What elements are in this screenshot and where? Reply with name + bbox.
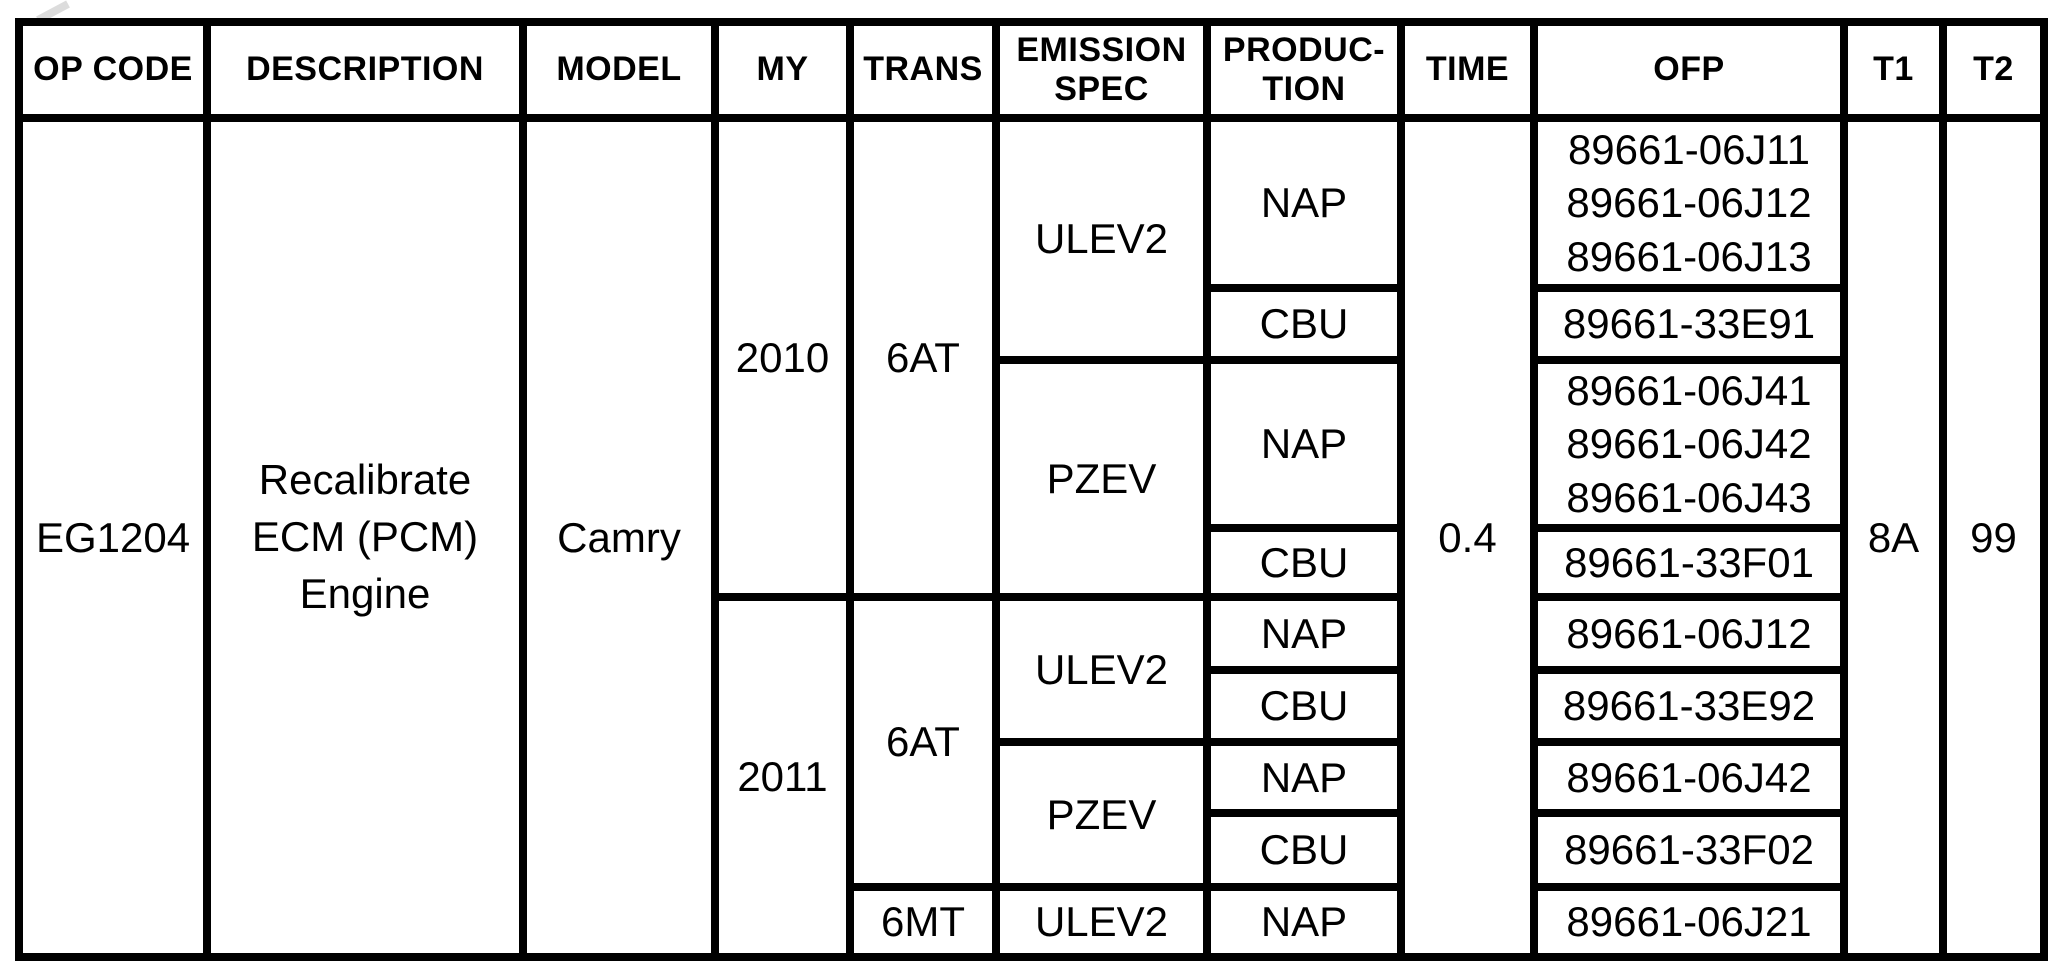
col-header-my: MY — [711, 18, 854, 122]
cell-ofp: 89661-33E92 — [1530, 665, 1848, 746]
table-row: CBU 89661-33E91 — [19, 284, 2044, 364]
col-header-production: PRODUC- TION — [1203, 18, 1405, 122]
cell-production: NAP — [1203, 114, 1405, 292]
header-row: OP CODE DESCRIPTION MODEL MY TRANS EMISS… — [15, 18, 2048, 122]
table-row: PZEV NAP 89661-06J41 89661-06J42 89661-0… — [19, 356, 2044, 601]
table-row: CBU 89661-33F01 — [19, 523, 2044, 601]
table-row: CBU 89661-33F02 — [19, 808, 2044, 891]
col-header-op-code: OP CODE — [15, 18, 211, 122]
cell-production: NAP — [1203, 356, 1405, 532]
table-row: EG1204 Recalibrate ECM (PCM) Engine Camr… — [15, 114, 2048, 961]
cell-time: 0.4 — [1397, 114, 1538, 961]
cell-ofp: 89661-06J11 89661-06J12 89661-06J13 — [1530, 114, 1848, 292]
col-header-t2: T2 — [1939, 18, 2048, 122]
cell-t2: 99 — [1939, 114, 2048, 961]
cell-production: CBU — [1203, 665, 1405, 746]
cell-trans-6mt-2011: 6MT — [846, 882, 1000, 961]
cell-production: NAP — [1203, 882, 1405, 961]
col-header-emission-spec: EMISSION SPEC — [992, 18, 1211, 122]
cell-ofp: 89661-33F02 — [1530, 808, 1848, 891]
cell-op-code: EG1204 — [15, 114, 211, 961]
cell-model: Camry — [519, 114, 719, 961]
cell-production: CBU — [1203, 808, 1405, 891]
cell-ofp: 89661-33E91 — [1530, 284, 1848, 364]
cell-trans-6at-2011: 6AT — [846, 592, 1000, 891]
cell-emission-pzev-2010: PZEV — [992, 356, 1211, 601]
cell-t1: 8A — [1840, 114, 1947, 961]
col-header-time: TIME — [1397, 18, 1538, 122]
col-header-trans: TRANS — [846, 18, 1000, 122]
cell-ofp: 89661-06J41 89661-06J42 89661-06J43 — [1530, 356, 1848, 532]
cell-ofp: 89661-06J21 — [1530, 882, 1848, 961]
cell-production: CBU — [1203, 523, 1405, 601]
cell-production: NAP — [1203, 737, 1405, 817]
cell-emission-ulev2-2011: ULEV2 — [992, 592, 1211, 746]
cell-emission-pzev-2011: PZEV — [992, 737, 1211, 891]
table-row: 2011 6AT ULEV2 NAP 89661-06J12 — [19, 592, 2044, 961]
cell-emission-ulev2-2011-6mt: ULEV2 — [992, 882, 1211, 961]
cell-production: CBU — [1203, 284, 1405, 364]
table-row: PZEV NAP 89661-06J42 — [19, 737, 2044, 891]
cell-my-2010: 2010 — [711, 114, 854, 601]
cell-production: NAP — [1203, 592, 1405, 674]
col-header-t1: T1 — [1840, 18, 1947, 122]
col-header-description: DESCRIPTION — [203, 18, 527, 122]
cell-my-2011: 2011 — [711, 592, 854, 961]
cell-ofp: 89661-06J42 — [1530, 737, 1848, 817]
cell-ofp: 89661-33F01 — [1530, 523, 1848, 601]
cell-ofp: 89661-06J12 — [1530, 592, 1848, 674]
cell-trans-6at-2010: 6AT — [846, 114, 1000, 601]
col-header-model: MODEL — [519, 18, 719, 122]
table-row: 6MT ULEV2 NAP 89661-06J21 — [19, 882, 2044, 961]
cell-description: Recalibrate ECM (PCM) Engine — [203, 114, 527, 961]
op-code-table: OP CODE DESCRIPTION MODEL MY TRANS EMISS… — [15, 18, 2048, 961]
col-header-ofp: OFP — [1530, 18, 1848, 122]
cell-emission-ulev2-2010: ULEV2 — [992, 114, 1211, 364]
table-row: CBU 89661-33E92 — [19, 665, 2044, 746]
